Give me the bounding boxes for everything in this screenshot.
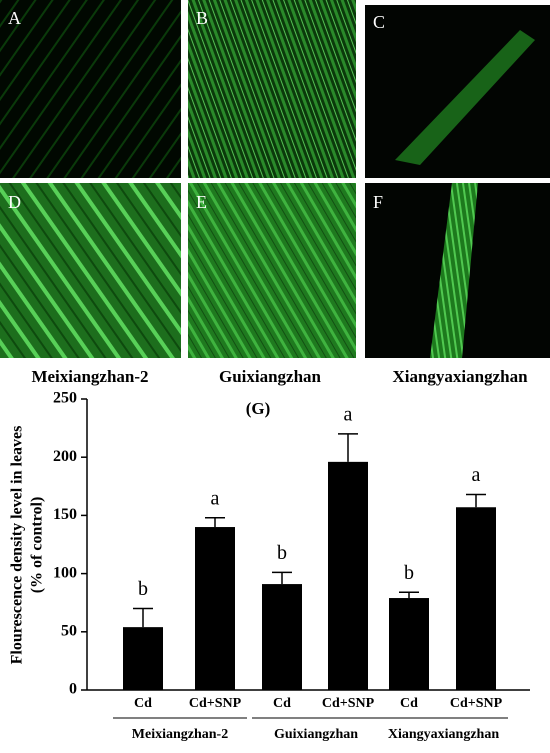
x-tick-label: Cd bbox=[273, 696, 291, 711]
chart-title: (G) bbox=[246, 399, 271, 418]
panel-label: B bbox=[196, 8, 208, 28]
panel-label: A bbox=[8, 8, 21, 28]
micrograph bbox=[188, 0, 356, 178]
cultivar-label: Xiangyaxiangzhan bbox=[392, 367, 528, 386]
significance-letter: a bbox=[211, 487, 220, 509]
cultivar-label: Meixiangzhan-2 bbox=[31, 367, 148, 386]
significance-letter: b bbox=[138, 578, 148, 600]
x-tick-label: Cd bbox=[134, 696, 152, 711]
leaf-strip bbox=[395, 30, 535, 165]
group-label: Meixiangzhan-2 bbox=[132, 727, 228, 742]
micrograph bbox=[188, 183, 356, 358]
bar bbox=[123, 627, 163, 690]
bar bbox=[262, 584, 302, 690]
y-tick-label: 100 bbox=[53, 564, 77, 581]
panel-label: F bbox=[373, 192, 383, 212]
y-tick-label: 200 bbox=[53, 448, 77, 465]
x-tick-label: Cd+SNP bbox=[189, 696, 242, 711]
y-axis-label: (% of control) bbox=[29, 497, 46, 594]
cultivar-label: Guixiangzhan bbox=[219, 367, 322, 386]
group-label: Guixiangzhan bbox=[274, 727, 358, 742]
significance-letter: b bbox=[277, 542, 287, 564]
leaf-strip bbox=[430, 183, 478, 358]
x-tick-label: Cd+SNP bbox=[450, 696, 503, 711]
significance-letter: a bbox=[344, 404, 353, 426]
bar bbox=[328, 461, 368, 690]
bar bbox=[195, 527, 235, 690]
x-tick-label: Cd bbox=[400, 696, 418, 711]
y-tick-label: 0 bbox=[69, 681, 77, 698]
y-axis-label: Flourescence density level in leaves bbox=[9, 426, 26, 665]
micrograph bbox=[0, 0, 181, 178]
x-tick-label: Cd+SNP bbox=[322, 696, 375, 711]
panel-label: D bbox=[8, 192, 21, 212]
micrograph bbox=[0, 183, 181, 358]
y-tick-label: 250 bbox=[53, 390, 77, 407]
y-tick-label: 50 bbox=[61, 622, 77, 639]
significance-letter: b bbox=[404, 562, 414, 584]
micrograph bbox=[365, 5, 550, 178]
significance-letter: a bbox=[472, 464, 481, 486]
bar bbox=[456, 507, 496, 690]
image-panels: A B C D E F Meixiangzhan-2 Guixiangzhan … bbox=[0, 0, 550, 386]
panel-label: C bbox=[373, 12, 385, 32]
y-tick-label: 150 bbox=[53, 506, 77, 523]
panel-label: E bbox=[196, 192, 207, 212]
group-label: Xiangyaxiangzhan bbox=[388, 727, 499, 742]
bar bbox=[389, 598, 429, 690]
